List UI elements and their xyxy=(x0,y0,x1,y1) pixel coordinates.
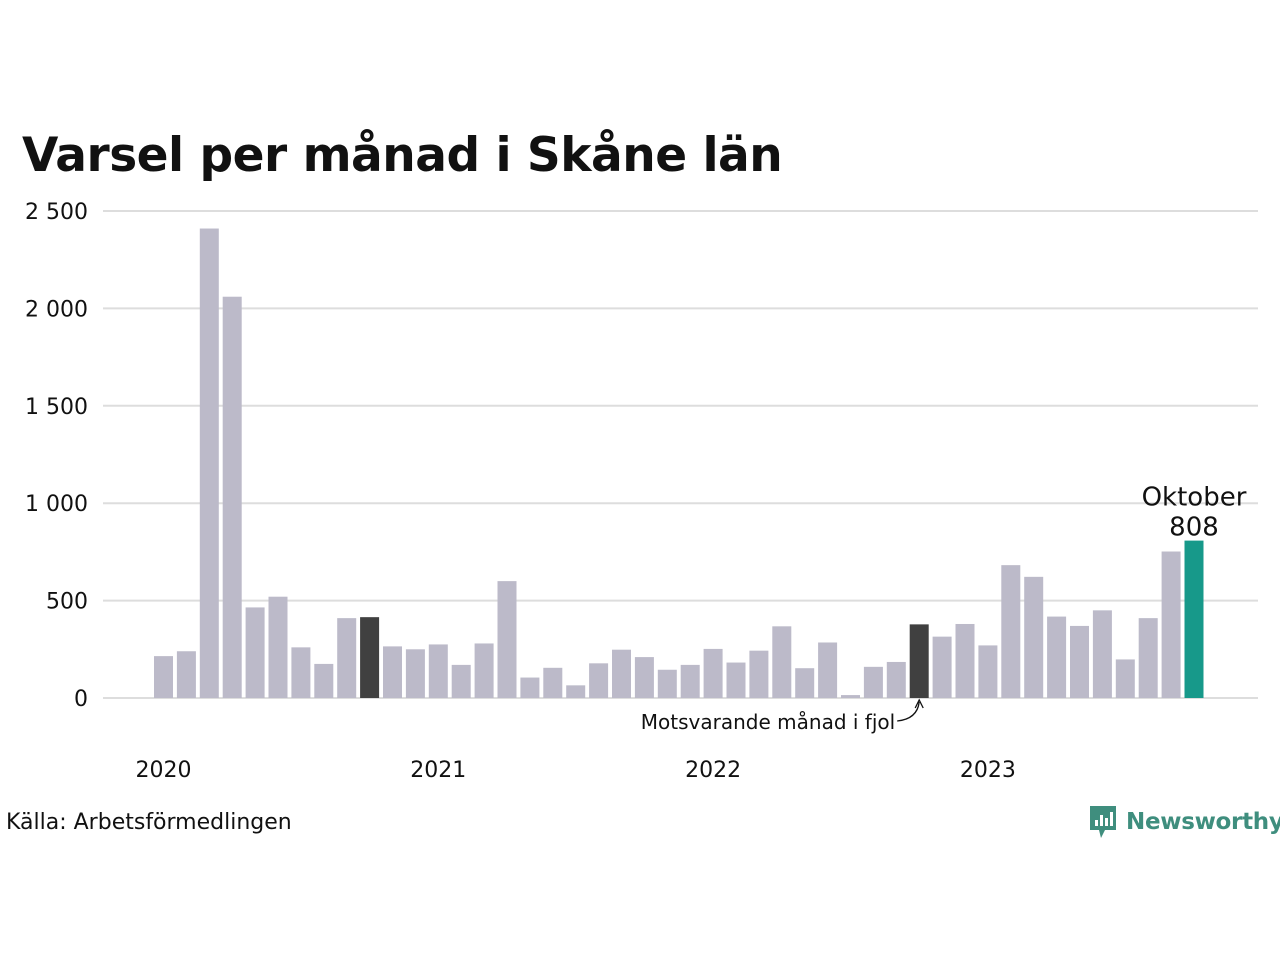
x-year-label: 2022 xyxy=(685,758,741,783)
bar xyxy=(176,651,196,698)
newsworthy-logo-icon xyxy=(1090,806,1116,838)
bar xyxy=(634,657,654,698)
bar xyxy=(497,581,517,698)
bar xyxy=(337,618,357,698)
bar xyxy=(474,643,494,698)
bar-current-month xyxy=(1184,540,1204,698)
bar xyxy=(1070,625,1089,698)
bar xyxy=(520,677,540,698)
bar xyxy=(863,666,883,698)
x-year-label: 2020 xyxy=(136,758,192,783)
bar xyxy=(1092,610,1112,698)
bar xyxy=(543,667,563,698)
bar xyxy=(405,649,425,698)
bar xyxy=(612,649,631,698)
bar xyxy=(1138,618,1158,698)
bar xyxy=(1047,616,1067,698)
bar xyxy=(1001,565,1021,698)
bar xyxy=(589,663,609,698)
y-tick-label: 0 xyxy=(74,687,88,712)
bar xyxy=(383,646,402,698)
bar xyxy=(703,648,723,698)
current-month-label: Oktober xyxy=(1142,483,1247,513)
annotation-arrow xyxy=(897,701,920,722)
bar xyxy=(886,661,906,698)
bar xyxy=(795,668,815,698)
bars xyxy=(154,228,1204,699)
bar xyxy=(726,662,746,698)
source-note: Källa: Arbetsförmedlingen xyxy=(6,810,292,835)
bar xyxy=(680,664,700,698)
y-tick-label: 2 000 xyxy=(25,297,88,322)
bar xyxy=(818,642,838,698)
bar xyxy=(428,644,448,698)
current-value-label: 808 xyxy=(1169,513,1219,543)
bar xyxy=(978,645,998,698)
y-tick-label: 2 500 xyxy=(25,200,88,225)
bar xyxy=(841,695,860,698)
bar-previous-year xyxy=(360,617,380,698)
bar xyxy=(1161,551,1181,698)
bar-previous-year xyxy=(909,624,929,698)
bar xyxy=(222,296,242,698)
bar xyxy=(1024,576,1044,698)
annotation-arrowhead xyxy=(914,698,924,709)
bar xyxy=(657,669,677,698)
bar xyxy=(772,626,792,698)
previous-year-annotation: Motsvarande månad i fjol xyxy=(641,710,895,734)
bar xyxy=(566,685,586,698)
bar xyxy=(314,663,334,698)
bar xyxy=(749,650,769,698)
x-axis-year-labels: 2020 2021 2022 2023 xyxy=(136,758,1016,783)
y-tick-label: 1 000 xyxy=(25,492,88,517)
bar xyxy=(451,664,471,698)
y-tick-label: 1 500 xyxy=(25,395,88,420)
chart-title: Varsel per månad i Skåne län xyxy=(22,128,783,183)
bar xyxy=(932,636,952,698)
bar xyxy=(291,647,311,698)
x-year-label: 2021 xyxy=(410,758,466,783)
brand-logo: Newsworthy xyxy=(1088,804,1280,840)
bar xyxy=(199,228,219,699)
y-axis-ticks: 0 500 1 000 1 500 2 000 2 500 xyxy=(25,200,88,712)
bar xyxy=(154,656,173,698)
bar xyxy=(268,596,288,698)
bar xyxy=(1115,659,1135,698)
brand-name: Newsworthy xyxy=(1126,809,1280,835)
x-year-label: 2023 xyxy=(960,758,1016,783)
bar xyxy=(955,623,975,698)
y-tick-label: 500 xyxy=(46,590,88,615)
bar xyxy=(245,607,265,698)
